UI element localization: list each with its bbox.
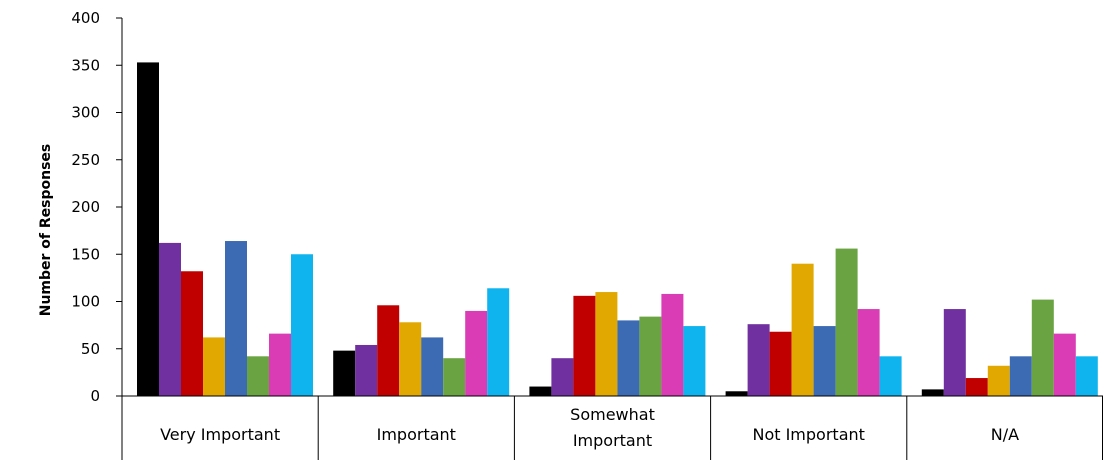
bar [421, 337, 444, 396]
bar-series [137, 62, 1098, 396]
bar [399, 322, 422, 396]
bar [943, 309, 966, 396]
y-tick-label: 250 [71, 151, 100, 169]
bar [965, 378, 988, 396]
bar [725, 391, 748, 396]
category-label: Important [573, 431, 652, 450]
category-label: Not Important [752, 425, 864, 444]
bar [1031, 299, 1054, 396]
bar [813, 326, 836, 396]
bar [791, 263, 814, 396]
bar [225, 241, 247, 396]
y-tick-label: 150 [71, 245, 100, 263]
bar [617, 320, 640, 396]
y-tick-label: 50 [81, 340, 100, 358]
bar [921, 389, 944, 396]
category-label: N/A [991, 425, 1019, 444]
bar [857, 309, 880, 396]
bar [1053, 333, 1076, 396]
bar [247, 356, 269, 396]
y-tick-label: 400 [71, 9, 100, 27]
bar [835, 248, 858, 396]
bar [443, 358, 466, 396]
bar [465, 310, 488, 396]
bar [551, 358, 574, 396]
bar [487, 288, 510, 396]
y-tick-label: 200 [71, 198, 100, 216]
category-label: Somewhat [570, 405, 655, 424]
bar [529, 386, 552, 396]
bar [159, 242, 181, 396]
bar [879, 356, 902, 396]
bar [181, 271, 203, 396]
bar [377, 305, 400, 396]
bar [747, 324, 770, 396]
bar [987, 365, 1010, 396]
y-tick-label: 0 [90, 387, 100, 405]
bar [355, 344, 378, 396]
bar [1075, 356, 1098, 396]
bar [573, 295, 596, 396]
bar [203, 337, 225, 396]
axes [121, 18, 1103, 460]
category-label: Very Important [160, 425, 280, 444]
bar [639, 316, 662, 396]
bar [333, 350, 356, 396]
y-tick-label: 300 [71, 104, 100, 122]
bar [1009, 356, 1032, 396]
category-label: Important [377, 425, 456, 444]
bar [269, 333, 291, 396]
bar [683, 326, 706, 396]
y-axis-label: Number of Responses [38, 144, 54, 317]
bar [595, 292, 618, 396]
bar [769, 331, 792, 396]
y-tick-label: 350 [71, 56, 100, 74]
category-labels: Very Important Important Somewhat Important… [160, 405, 1019, 450]
y-axis-ticks: 0 50 100 150 200 250 300 350 400 [71, 9, 122, 405]
bar [661, 293, 684, 396]
bar [291, 254, 313, 396]
y-tick-label: 100 [71, 293, 100, 311]
bar [137, 62, 159, 396]
